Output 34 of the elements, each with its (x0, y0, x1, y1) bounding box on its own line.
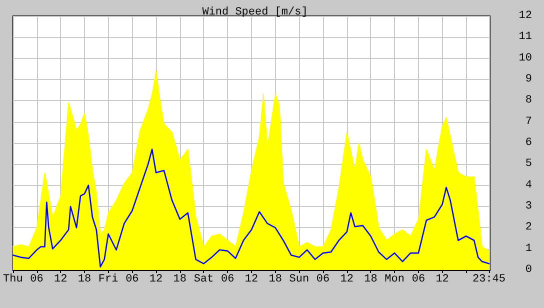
y-tick-label: 12 (518, 10, 532, 22)
x-tick-label: 12 (244, 274, 258, 286)
y-tick-label: 11 (518, 31, 532, 44)
x-tick-label: Mon (384, 274, 404, 286)
y-tick-label: 6 (525, 137, 532, 149)
x-tick-label: Sat (194, 274, 214, 286)
x-tick-label: 12 (149, 274, 163, 286)
x-tick-label: Sun (289, 274, 310, 286)
x-tick-label: Fri (98, 274, 119, 286)
x-tick-label: 06 (30, 274, 44, 286)
y-tick-label: 0 (525, 264, 532, 276)
y-tick-label: 3 (525, 200, 532, 212)
x-tick-label: 12 (340, 274, 354, 286)
x-tick-label: 06 (412, 274, 426, 286)
y-tick-label: 5 (525, 158, 532, 170)
y-tick-label: 9 (525, 74, 532, 86)
y-tick-label: 2 (525, 222, 532, 234)
x-tick-label: 06 (316, 274, 330, 286)
x-tick-label: Thu (2, 274, 23, 286)
x-tick-label: 23:45 (472, 274, 506, 286)
x-tick-label: 18 (268, 274, 282, 286)
y-tick-label: 10 (518, 52, 532, 64)
x-tick-label: 12 (54, 274, 68, 286)
x-tick-label: 12 (436, 274, 449, 286)
x-tick-label: 06 (220, 274, 234, 286)
x-tick-label: 18 (364, 274, 378, 286)
y-tick-label: 4 (525, 179, 532, 192)
chart-title: Wind Speed [m/s] (202, 6, 308, 18)
y-tick-label: 7 (525, 116, 532, 128)
y-tick-label: 1 (525, 242, 532, 255)
x-tick-label: 18 (78, 274, 92, 286)
x-tick-label: 06 (126, 274, 139, 286)
x-tick-label: 18 (173, 274, 186, 286)
y-tick-label: 8 (525, 94, 532, 107)
